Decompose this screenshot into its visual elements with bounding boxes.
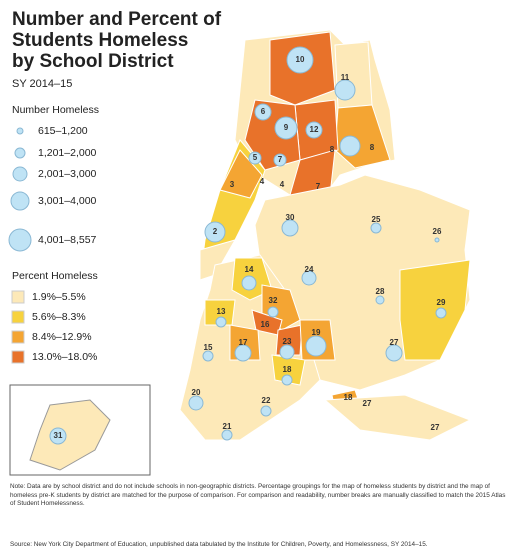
legend-label: 2,001–3,000 — [38, 168, 97, 180]
district-label: 4 — [280, 180, 285, 189]
legend-swatch — [11, 350, 25, 364]
district-label: 7 — [278, 155, 283, 164]
district-label: 4 — [260, 177, 265, 186]
legend-label: 8.4%–12.9% — [32, 331, 92, 343]
legend-circle — [8, 228, 32, 252]
legend-swatch — [11, 290, 25, 304]
source: Source: New York City Department of Educ… — [10, 541, 428, 548]
district-label: 25 — [372, 215, 381, 224]
legend-label: 3,001–4,000 — [38, 195, 97, 207]
district-label: 13 — [217, 307, 226, 316]
district-label: 19 — [312, 328, 321, 337]
legend-circle — [14, 147, 26, 159]
legend-label: 5.6%–8.3% — [32, 311, 86, 323]
district-label: 5 — [253, 153, 258, 162]
legend: 615–1,200 1,201–2,000 2,001–3,000 3,001–4,0… — [8, 125, 97, 364]
legend-label: 4,001–8,557 — [38, 234, 97, 246]
legend-label: 13.0%–18.0% — [32, 351, 97, 363]
district-label: 2 — [213, 227, 218, 236]
district-label: 20 — [192, 388, 201, 397]
legend-circle — [12, 166, 28, 182]
district-label: 6 — [261, 107, 266, 116]
district-label: 21 — [223, 422, 232, 431]
district-label: 27 — [363, 399, 372, 408]
legend-title: Percent Homeless — [12, 270, 98, 282]
district-label: 27 — [431, 423, 440, 432]
legend-title: Number Homeless — [12, 104, 99, 116]
district-label: 17 — [239, 338, 248, 347]
district-label: 7 — [316, 182, 321, 191]
district-labels: 10 11 6 9 12 8 8 5 7 3 4 4 7 2 30 25 26 24 14 28 29 13 32 15 16 1… — [54, 55, 446, 440]
district-label: 12 — [310, 125, 319, 134]
district-label: 32 — [269, 296, 278, 305]
legend-circle — [10, 191, 30, 211]
district-label: 26 — [433, 227, 442, 236]
legend-label: 1,201–2,000 — [38, 147, 97, 159]
note: Note: Data are by school district and do… — [10, 483, 506, 508]
title: Number and Percent of — [12, 9, 222, 30]
title: Students Homeless — [12, 30, 188, 51]
district-label: 11 — [341, 73, 350, 82]
legend-circle — [16, 127, 24, 135]
legend-swatch — [11, 330, 25, 344]
district-label: 30 — [286, 213, 295, 222]
district-label: 29 — [437, 298, 446, 307]
district-label: 18 — [283, 365, 292, 374]
district-label: 22 — [262, 396, 271, 405]
title: by School District — [12, 51, 174, 72]
district-label: 18 — [344, 393, 353, 402]
circles — [49, 46, 447, 445]
legend-label: 1.9%–5.5% — [32, 291, 86, 303]
legend-label: 615–1,200 — [38, 125, 88, 137]
district-label: 10 — [296, 55, 305, 64]
district-label: 23 — [283, 337, 292, 346]
districts — [9, 29, 472, 476]
map: Number and Percent of Students Homeless … — [8, 9, 472, 476]
district-label: 9 — [284, 123, 289, 132]
district-label: 14 — [245, 265, 254, 274]
district-label: 24 — [305, 265, 314, 274]
district-label: 8 — [370, 143, 375, 152]
legend-swatch — [11, 310, 25, 324]
district-label: 3 — [230, 180, 235, 189]
subtitle: SY 2014–15 — [12, 78, 72, 90]
district-label: 8 — [330, 145, 335, 154]
district-label: 15 — [204, 343, 213, 352]
district-label: 16 — [261, 320, 270, 329]
district-label: 28 — [376, 287, 385, 296]
district-label: 31 — [54, 431, 63, 440]
district-label: 27 — [390, 338, 399, 347]
